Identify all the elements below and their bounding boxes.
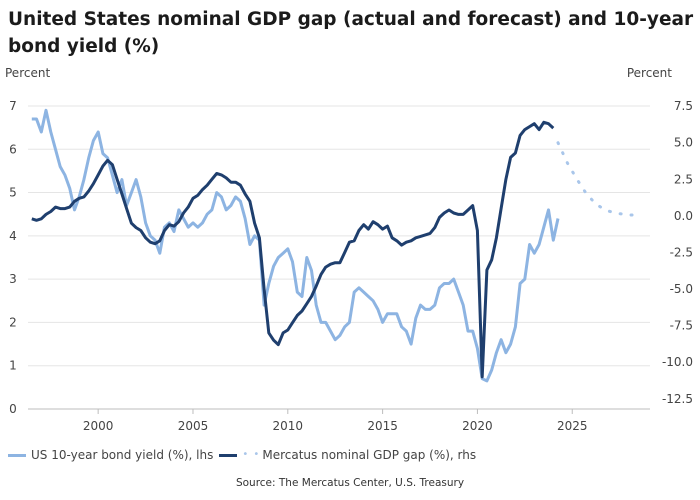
right-tick-label: -7.5: [670, 319, 693, 333]
left-axis-unit: Percent: [5, 66, 50, 80]
gridlines: [28, 105, 650, 367]
right-tick-label: -2.5: [670, 245, 693, 259]
right-tick-label: -12.5: [662, 392, 693, 406]
right-tick-label: -10.0: [662, 355, 693, 369]
x-tick-label: 2015: [367, 419, 398, 433]
left-tick-label: 1: [9, 359, 17, 373]
x-tick-label: 2000: [83, 419, 114, 433]
legend-swatch-bond-yield: [8, 453, 26, 457]
left-tick-label: 4: [9, 229, 17, 243]
legend-swatch-gdp-gap: [219, 453, 238, 457]
left-tick-label: 2: [9, 315, 17, 329]
left-tick-label: 7: [9, 99, 17, 113]
right-tick-label: 7.5: [674, 99, 693, 113]
left-tick-label: 0: [9, 402, 17, 416]
x-tick-label: 2010: [273, 419, 304, 433]
right-axis-ticks: 7.5 5.0 2.5 0.0 -2.5 -5.0 -7.5 -10.0 -12.5: [662, 99, 693, 406]
legend-label-bond-yield: US 10-year bond yield (%), lhs: [31, 448, 214, 462]
left-tick-label: 3: [9, 272, 17, 286]
left-tick-label: 6: [9, 142, 17, 156]
right-axis-unit: Percent: [627, 66, 672, 80]
left-axis-ticks: 0 1 2 3 4 5 6 7: [9, 99, 17, 416]
x-tick-label: 2025: [557, 419, 588, 433]
right-tick-label: -5.0: [670, 282, 693, 296]
right-tick-label: 5.0: [674, 136, 693, 150]
legend-label-gdp-gap: Mercatus nominal GDP gap (%), rhs: [262, 448, 477, 462]
right-tick-label: 2.5: [674, 172, 693, 186]
x-axis-ticks: 2000 2005 2010 2015 2020 2025: [83, 409, 588, 433]
chart-title: United States nominal GDP gap (actual an…: [8, 9, 694, 57]
source-note: Source: The Mercatus Center, U.S. Treasu…: [235, 477, 465, 489]
gdp-gap-forecast-line: [556, 141, 636, 217]
right-tick-label: 0.0: [674, 209, 693, 223]
gdp-gap-line: [31, 120, 555, 379]
left-tick-label: 5: [9, 186, 17, 200]
x-tick-label: 2020: [462, 419, 493, 433]
x-tick-label: 2005: [178, 419, 209, 433]
series-lines: [31, 108, 636, 383]
legend: US 10-year bond yield (%), lhs • • Merca…: [8, 448, 482, 462]
legend-item-bond-yield: US 10-year bond yield (%), lhs: [8, 448, 213, 462]
legend-item-gdp-gap: • • Mercatus nominal GDP gap (%), rhs: [219, 448, 476, 462]
legend-swatch-forecast: • •: [242, 449, 261, 460]
